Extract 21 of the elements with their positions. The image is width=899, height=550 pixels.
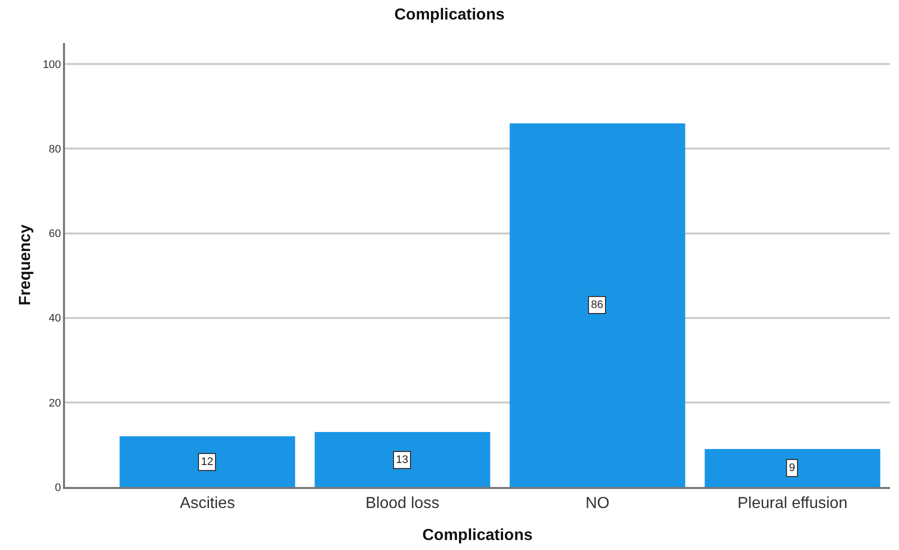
y-tick-label: 40 [48, 312, 62, 325]
x-tick-label: Blood loss [365, 494, 440, 512]
y-tick-label: 0 [54, 482, 62, 494]
y-axis-title: Frequency [17, 224, 34, 306]
y-tick-label: 100 [42, 58, 62, 71]
chart-title: Complications [394, 6, 505, 24]
y-tick-label: 80 [48, 144, 62, 156]
y-tick-label: 20 [48, 397, 62, 410]
bar [120, 436, 296, 487]
data-label: 9 [789, 462, 796, 474]
bar [704, 448, 880, 487]
x-tick-label: NO [585, 494, 610, 512]
x-tick-label: Ascities [180, 494, 235, 512]
data-label: 12 [201, 456, 214, 468]
data-label: 86 [591, 299, 604, 311]
bar [510, 123, 686, 487]
x-tick-label: Pleural effusion [737, 494, 848, 512]
y-tick-label: 60 [48, 228, 62, 240]
data-label: 13 [396, 454, 408, 466]
bar [314, 432, 490, 487]
x-axis-title: Complications [422, 527, 533, 544]
